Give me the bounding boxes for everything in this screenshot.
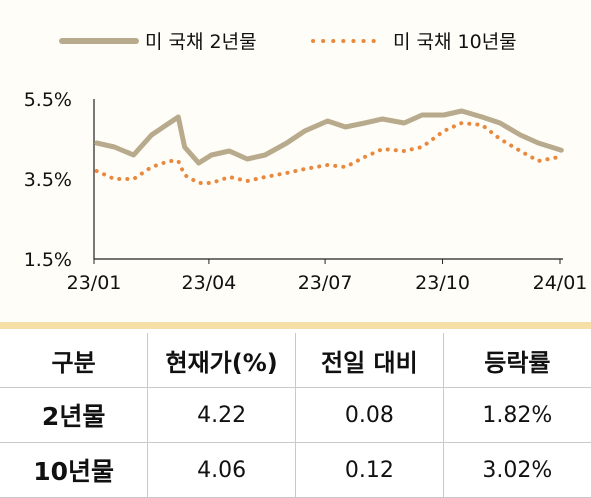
line-chart: 미 국채 2년물 미 국채 10년물 5.5%3.5%1.5% 23/01 23/…: [24, 31, 588, 294]
header-prev-day-change: 전일 대비: [295, 333, 444, 388]
x-tick-label: 23/10: [415, 272, 470, 294]
series-line-10y: [94, 121, 564, 185]
header-change-rate: 등락률: [442, 333, 591, 388]
legend: 미 국채 2년물 미 국채 10년물: [59, 31, 517, 53]
row-label-10y: 10년물: [0, 442, 148, 498]
yield-table: 구분 현재가(%) 전일 대비 등락률 2년물 4.22 0.08 1.82% …: [0, 333, 591, 498]
cell-rate-10y: 3.02%: [442, 442, 591, 498]
series-line-2y: [94, 108, 564, 166]
cell-change-2y: 0.08: [295, 387, 444, 443]
row-label-2y: 2년물: [0, 387, 148, 443]
y-tick-label: 5.5%: [24, 89, 72, 111]
x-tick-label: 23/07: [298, 272, 353, 294]
legend-label-2y: 미 국채 2년물: [145, 31, 257, 53]
x-tick-label: 24/01: [533, 272, 588, 294]
header-current-price: 현재가(%): [147, 333, 296, 388]
legend-label-10y: 미 국채 10년물: [393, 31, 517, 53]
y-tick-label: 3.5%: [24, 169, 72, 191]
x-tick-label: 23/01: [67, 272, 122, 294]
x-tick-label: 23/04: [182, 272, 237, 294]
table-header-row: 구분 현재가(%) 전일 대비 등락률: [0, 333, 591, 388]
table-row: 10년물 4.06 0.12 3.02%: [0, 442, 591, 498]
cell-current-2y: 4.22: [147, 387, 296, 443]
y-axis-ticks: 5.5% 3.5% 1.5%: [24, 89, 72, 271]
chart-area: 미 국채 2년물 미 국채 10년물 5.5% 3.5% 1.5% 23/01 23/…: [23, 31, 588, 294]
cell-rate-2y: 1.82%: [442, 387, 591, 443]
cell-current-10y: 4.06: [147, 442, 296, 498]
table-row: 2년물 4.22 0.08 1.82%: [0, 387, 591, 443]
chart-table-divider: [0, 322, 591, 329]
cell-change-10y: 0.12: [295, 442, 444, 498]
x-axis-ticks: 23/01 23/04 23/07 23/10 24/01: [67, 259, 588, 294]
series-layer: [94, 108, 564, 185]
header-category: 구분: [0, 333, 148, 388]
y-tick-label: 1.5%: [24, 249, 72, 271]
